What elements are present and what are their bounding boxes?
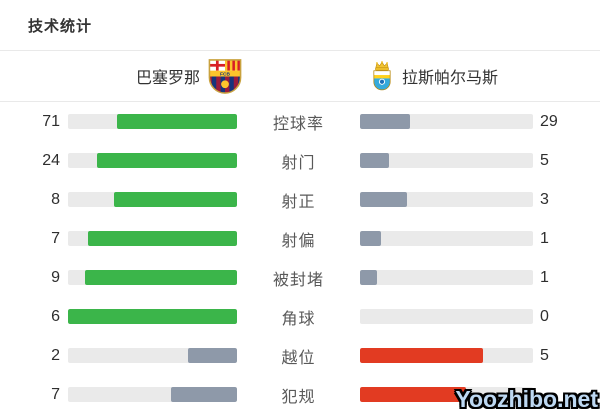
home-bar-fill	[117, 114, 237, 129]
stat-label: 越位	[281, 349, 316, 367]
home-bar-fill	[188, 348, 237, 363]
home-bar-fill	[68, 309, 237, 324]
home-stat-value: 9	[51, 268, 60, 286]
header-bar: 技术统计	[0, 0, 600, 51]
home-stat-bar	[68, 231, 237, 246]
stat-row: 7 射偏 1	[0, 219, 600, 258]
home-stat-bar	[68, 114, 237, 129]
home-stat-value: 7	[51, 385, 60, 403]
stat-row: 9 被封堵 1	[0, 258, 600, 297]
home-stat-bar	[68, 387, 237, 402]
away-stat-value: 5	[540, 151, 549, 169]
home-stat-value: 2	[51, 346, 60, 364]
home-stat-value: 24	[42, 151, 60, 169]
away-bar-fill	[360, 387, 466, 402]
home-stat-bar	[68, 309, 237, 324]
home-bar-fill	[88, 231, 237, 246]
team-home: 巴塞罗那 FCB	[136, 51, 243, 101]
away-stat-value: 0	[540, 307, 549, 325]
barcelona-crest-icon: FCB	[208, 58, 242, 94]
stat-label: 被封堵	[272, 271, 324, 289]
home-bar-fill	[84, 270, 237, 285]
away-stat-value: 5	[540, 346, 549, 364]
home-stat-bar	[68, 270, 237, 285]
away-bar-fill	[360, 231, 381, 246]
stat-label: 射偏	[281, 232, 316, 250]
away-stat-value: 3	[540, 190, 549, 208]
home-stat-bar	[68, 192, 237, 207]
away-stat-value: 1	[540, 229, 549, 247]
away-stat-bar	[360, 231, 533, 246]
away-stat-value: 1	[540, 268, 549, 286]
home-bar-fill	[171, 387, 237, 402]
away-stat-bar	[360, 348, 533, 363]
home-stat-bar	[68, 153, 237, 168]
stat-row: 6 角球 0	[0, 297, 600, 336]
away-stat-bar	[360, 270, 533, 285]
away-stat-value: 29	[540, 112, 558, 130]
home-stat-value: 6	[51, 307, 60, 325]
away-stat-bar	[360, 114, 533, 129]
stat-label: 控球率	[272, 115, 324, 133]
las-palmas-crest-icon	[373, 61, 391, 91]
page-title: 技术统计	[28, 17, 93, 35]
home-stat-value: 8	[51, 190, 60, 208]
stat-label: 犯规	[281, 388, 316, 406]
team-away: 拉斯帕尔马斯	[370, 51, 498, 101]
away-bar-fill	[360, 192, 407, 207]
away-stat-bar	[360, 387, 533, 402]
stat-label: 角球	[281, 310, 316, 328]
stat-row: 7 犯规	[0, 375, 600, 414]
home-stat-value: 71	[42, 112, 60, 130]
away-bar-fill	[360, 270, 378, 285]
svg-text:FCB: FCB	[220, 71, 230, 77]
stat-row: 2 越位 5	[0, 336, 600, 375]
stats-list: 71 控球率 29 24 射门 5 8 射正 3 7	[0, 102, 600, 414]
home-team-name: 巴塞罗那	[135, 70, 200, 87]
away-bar-fill	[360, 114, 411, 129]
away-team-name: 拉斯帕尔马斯	[402, 70, 499, 87]
home-stat-bar	[68, 348, 237, 363]
stat-label: 射门	[281, 154, 316, 172]
away-stat-bar	[360, 192, 533, 207]
home-bar-fill	[113, 192, 237, 207]
stat-label: 射正	[281, 193, 316, 211]
away-stat-bar	[360, 309, 533, 324]
stat-row: 8 射正 3	[0, 180, 600, 219]
stat-row: 71 控球率 29	[0, 102, 600, 141]
home-stat-value: 7	[51, 229, 60, 247]
away-stat-bar	[360, 153, 533, 168]
away-bar-fill	[360, 348, 483, 363]
stat-row: 24 射门 5	[0, 141, 600, 180]
watermark: Yoozhibo.net	[455, 386, 598, 412]
away-bar-fill	[360, 153, 390, 168]
teams-header: 巴塞罗那 FCB	[0, 51, 600, 102]
home-bar-fill	[96, 153, 237, 168]
